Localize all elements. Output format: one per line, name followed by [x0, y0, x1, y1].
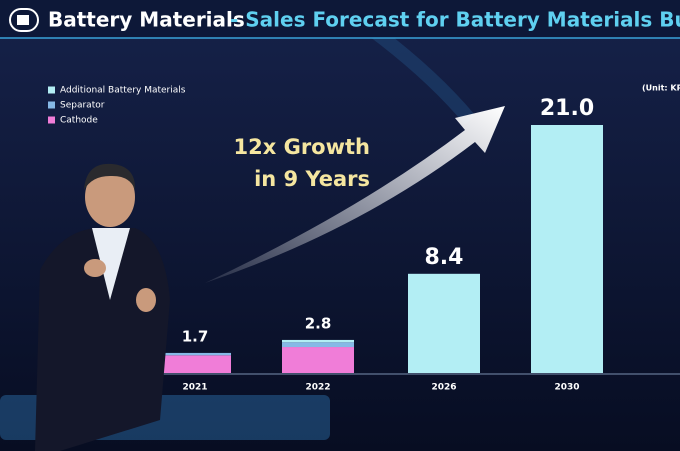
x-tick-label: 2022	[305, 383, 330, 393]
bar-segment	[408, 273, 480, 373]
legend-label: Separator	[60, 101, 105, 111]
legend-swatch	[48, 86, 55, 94]
title-bar	[0, 0, 680, 38]
presenter-head	[85, 167, 135, 227]
legend-label: Additional Battery Materials	[60, 86, 186, 96]
legend-swatch	[48, 116, 55, 124]
x-tick-label: 2026	[431, 383, 456, 393]
bar-segment	[159, 355, 231, 373]
legend-swatch	[48, 101, 55, 109]
title: Battery Materials	[48, 8, 245, 32]
total-label: 2.8	[305, 314, 332, 332]
chart: Additional Battery Materials Separator Cat…	[48, 86, 603, 393]
subtitle: - Sales Forecast for Battery Materials B…	[230, 8, 680, 32]
presenter	[35, 163, 170, 451]
x-tick-label: 2030	[554, 383, 579, 393]
bar-segment	[159, 352, 231, 356]
bar-segment	[282, 342, 354, 348]
legend-label: Cathode	[60, 116, 98, 126]
x-tick-label: 2021	[182, 383, 207, 393]
total-label: 8.4	[425, 245, 464, 270]
battery-icon-fill	[17, 15, 29, 25]
presenter-hair	[84, 163, 136, 190]
presenter-jacket	[35, 228, 170, 451]
battery-icon	[9, 8, 39, 32]
growth-arrow	[205, 106, 505, 283]
total-label: 21.0	[540, 96, 594, 121]
unit-note: (Unit: KR	[642, 84, 680, 93]
annotation: in 9 Years	[254, 167, 370, 191]
annotation: 12x Growth	[234, 135, 371, 159]
bar-segment	[531, 125, 603, 373]
total-label: 1.7	[182, 327, 209, 345]
presenter-hand	[136, 288, 156, 312]
bar-segment	[282, 347, 354, 373]
presenter-shirt	[92, 228, 130, 300]
bar-segment	[282, 339, 354, 343]
presenter-hand	[84, 259, 106, 277]
